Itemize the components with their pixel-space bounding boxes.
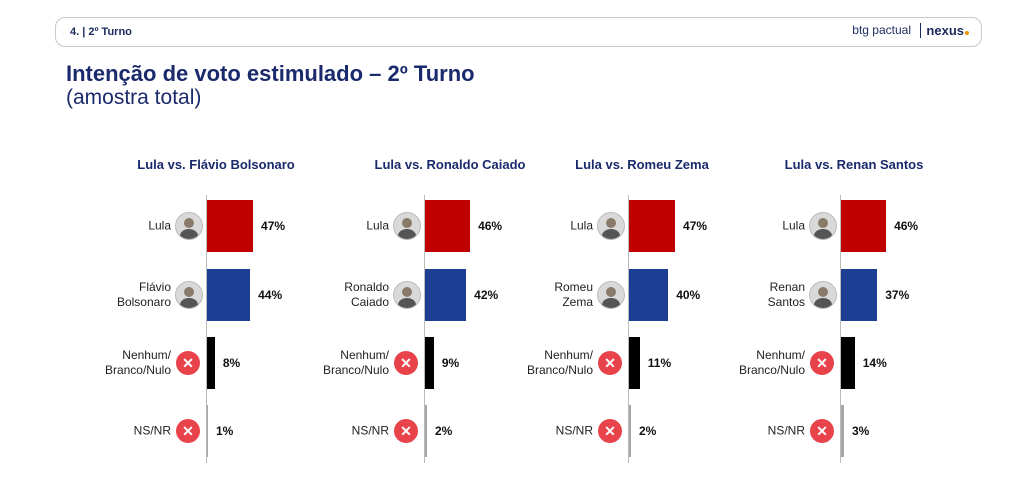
bar bbox=[425, 269, 467, 321]
bar bbox=[425, 200, 471, 252]
bar bbox=[841, 269, 878, 321]
none-icon: ✕ bbox=[810, 351, 834, 375]
value-label: 2% bbox=[434, 424, 453, 438]
none-icon: ✕ bbox=[176, 351, 200, 375]
slide-title: Intenção de voto estimulado – 2º Turno bbox=[66, 61, 475, 86]
bar bbox=[207, 405, 208, 457]
candidate-photo bbox=[393, 281, 421, 309]
category-label: NS/NR bbox=[351, 423, 389, 438]
slide-subtitle: (amostra total) bbox=[66, 86, 202, 109]
value-label: 42% bbox=[474, 288, 499, 302]
value-label: 11% bbox=[647, 356, 672, 370]
category-label: NS/NR bbox=[767, 423, 805, 438]
category-label: Romeu Zema bbox=[554, 280, 593, 309]
value-label: 9% bbox=[441, 356, 460, 370]
bar bbox=[425, 337, 434, 389]
candidate-photo bbox=[175, 281, 203, 309]
category-label: Nenhum/ Branco/Nulo bbox=[104, 348, 171, 377]
bar bbox=[207, 337, 215, 389]
value-label: 3% bbox=[851, 424, 870, 438]
candidate-photo bbox=[175, 212, 203, 240]
value-label: 37% bbox=[885, 288, 910, 302]
category-label: Flávio Bolsonaro bbox=[116, 280, 171, 309]
category-label: Lula bbox=[570, 218, 593, 233]
category-label: NS/NR bbox=[555, 423, 593, 438]
category-label: Nenhum/ Branco/Nulo bbox=[526, 348, 593, 377]
category-label: Nenhum/ Branco/Nulo bbox=[322, 348, 389, 377]
candidate-photo bbox=[809, 281, 837, 309]
value-label: 44% bbox=[258, 288, 283, 302]
axis-line bbox=[840, 195, 841, 463]
value-label: 14% bbox=[862, 356, 887, 370]
bar bbox=[629, 337, 640, 389]
category-label: Ronaldo Caiado bbox=[344, 280, 389, 309]
value-label: 40% bbox=[676, 288, 701, 302]
axis-line bbox=[424, 195, 425, 463]
none-icon: ✕ bbox=[598, 419, 622, 443]
chart-title: Lula vs. Romeu Zema bbox=[575, 157, 709, 172]
bar bbox=[629, 405, 631, 457]
category-label: Lula bbox=[782, 218, 805, 233]
bar bbox=[207, 200, 254, 252]
candidate-photo bbox=[809, 212, 837, 240]
axis-line bbox=[206, 195, 207, 463]
category-label: Nenhum/ Branco/Nulo bbox=[738, 348, 805, 377]
category-label: Renan Santos bbox=[767, 280, 805, 309]
brand-logo: btg pactual bbox=[852, 23, 911, 37]
chart-title: Lula vs. Flávio Bolsonaro bbox=[137, 157, 295, 172]
bar bbox=[629, 269, 669, 321]
none-icon: ✕ bbox=[176, 419, 200, 443]
candidate-photo bbox=[597, 212, 625, 240]
value-label: 2% bbox=[638, 424, 657, 438]
bar bbox=[841, 337, 855, 389]
section-label: 4. | 2º Turno bbox=[70, 26, 132, 38]
none-icon: ✕ bbox=[598, 351, 622, 375]
category-label: Lula bbox=[366, 218, 389, 233]
none-icon: ✕ bbox=[394, 351, 418, 375]
bar bbox=[207, 269, 251, 321]
axis-line bbox=[628, 195, 629, 463]
bar bbox=[629, 200, 676, 252]
chart-title: Lula vs. Ronaldo Caiado bbox=[374, 157, 526, 172]
candidate-photo bbox=[597, 281, 625, 309]
value-label: 46% bbox=[894, 219, 919, 233]
partner-logo: nexus bbox=[920, 23, 969, 38]
bar bbox=[841, 200, 887, 252]
category-label: Lula bbox=[148, 218, 171, 233]
candidate-photo bbox=[393, 212, 421, 240]
value-label: 1% bbox=[216, 424, 234, 438]
chart-title: Lula vs. Renan Santos bbox=[784, 157, 924, 172]
value-label: 47% bbox=[683, 219, 708, 233]
value-label: 8% bbox=[222, 356, 241, 370]
none-icon: ✕ bbox=[810, 419, 834, 443]
bar bbox=[425, 405, 427, 457]
header-bar: 4. | 2º Turno btg pactual nexus bbox=[55, 17, 982, 47]
value-label: 46% bbox=[478, 219, 503, 233]
bar bbox=[841, 405, 844, 457]
value-label: 47% bbox=[261, 219, 286, 233]
none-icon: ✕ bbox=[394, 419, 418, 443]
category-label: NS/NR bbox=[133, 423, 171, 438]
